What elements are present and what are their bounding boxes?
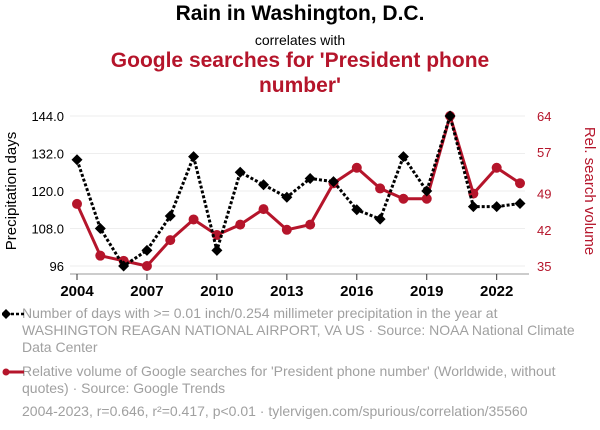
- y-tick-label-right: 57: [537, 145, 551, 160]
- data-point-precipitation: [141, 244, 153, 256]
- data-point-search-volume: [375, 183, 386, 194]
- y-tick-label-left: 96: [50, 259, 64, 274]
- data-point-precipitation: [444, 110, 456, 122]
- data-point-search-volume: [281, 224, 292, 235]
- legend-text-search-volume: Relative volume of Google searches for '…: [22, 363, 556, 396]
- footer-stats: 2004-2023, r=0.646, r²=0.417, p<0.01 · t…: [22, 403, 528, 419]
- data-point-search-volume: [305, 219, 316, 230]
- data-point-search-volume: [235, 219, 246, 230]
- y-tick-label-right: 49: [537, 187, 551, 202]
- x-tick-label: 2022: [480, 283, 513, 300]
- data-point-precipitation: [211, 244, 223, 256]
- data-point-precipitation: [258, 179, 270, 191]
- axes: 144.0 132.0 120.0 108.0 96 64 57 49 42 35 2004 2007…: [31, 109, 551, 300]
- y-tick-label-right: 42: [537, 223, 551, 238]
- data-point-search-volume: [515, 178, 525, 189]
- y-axis-label-right: Rel. search volume: [581, 127, 598, 255]
- series-line-search-volume: [75, 114, 521, 268]
- data-point-search-volume: [95, 250, 106, 261]
- data-point-search-volume: [258, 204, 269, 215]
- y-tick-label-left: 132.0: [31, 147, 64, 162]
- data-point-precipitation: [467, 201, 479, 213]
- data-point-precipitation: [234, 166, 246, 178]
- x-tick-label: 2007: [130, 283, 163, 300]
- data-point-precipitation: [351, 204, 363, 216]
- series-precipitation-days: [71, 110, 526, 272]
- data-point-precipitation: [304, 173, 316, 184]
- x-tick-label: 2016: [340, 283, 373, 300]
- chart-title-secondary: Google searches for 'President phone num…: [110, 49, 490, 97]
- y-tick-label-left: 108.0: [31, 222, 64, 237]
- data-point-precipitation: [188, 151, 200, 163]
- data-point-precipitation: [421, 185, 433, 197]
- data-point-precipitation: [514, 198, 526, 209]
- data-point-search-volume: [421, 193, 432, 204]
- chart-svg: 144.0 132.0 120.0 108.0 96 64 57 49 42 35 2004 2007…: [3, 109, 598, 300]
- data-point-precipitation: [71, 154, 83, 166]
- x-tick-label: 2013: [270, 283, 303, 300]
- data-point-search-volume: [491, 162, 502, 173]
- data-point-precipitation: [491, 201, 503, 213]
- data-point-search-volume: [165, 235, 176, 246]
- data-point-precipitation: [374, 213, 386, 225]
- x-tick-label: 2004: [60, 283, 94, 300]
- circle-line-icon: [2, 368, 24, 376]
- series-line-precipitation: [75, 110, 521, 269]
- chart-title: Rain in Washington, D.C.: [175, 2, 425, 25]
- diamond-dotted-line-icon: [2, 309, 26, 319]
- data-point-search-volume: [351, 162, 362, 173]
- data-point-precipitation: [281, 191, 293, 203]
- data-point-search-volume: [141, 261, 152, 271]
- y-tick-label-right: 35: [537, 259, 551, 274]
- data-point-search-volume: [398, 193, 409, 204]
- chart-subtitle: correlates with: [254, 32, 346, 48]
- legend-item-precipitation: Number of days with >= 0.01 inch/0.254 m…: [2, 305, 582, 356]
- data-point-precipitation: [118, 260, 130, 272]
- y-axis-label-left: Precipitation days: [3, 132, 20, 250]
- data-point-search-volume: [211, 229, 222, 240]
- y-tick-label-right: 64: [537, 109, 551, 124]
- data-point-precipitation: [94, 223, 106, 234]
- data-point-search-volume: [72, 198, 82, 209]
- legend-item-search-volume: Relative volume of Google searches for '…: [2, 363, 582, 397]
- x-tick-label: 2019: [410, 283, 443, 300]
- y-tick-label-left: 120.0: [31, 184, 64, 199]
- data-point-precipitation: [164, 210, 176, 222]
- data-point-precipitation: [397, 151, 409, 163]
- data-point-precipitation: [327, 176, 339, 188]
- legend-text-precipitation: Number of days with >= 0.01 inch/0.254 m…: [22, 305, 575, 355]
- y-tick-label-left: 144.0: [31, 109, 64, 124]
- data-point-search-volume: [188, 214, 199, 225]
- x-tick-label: 2010: [200, 283, 233, 300]
